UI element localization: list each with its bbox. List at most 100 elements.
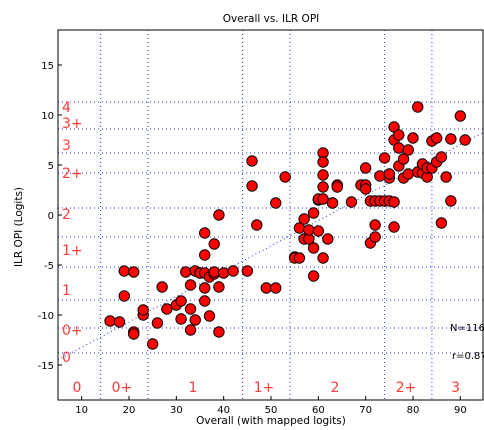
- data-point: [454, 110, 467, 122]
- x-level-label: 0+: [112, 380, 133, 396]
- data-point: [402, 168, 414, 180]
- data-point: [137, 304, 149, 316]
- data-point: [203, 310, 216, 322]
- data-point: [118, 265, 130, 277]
- data-point: [156, 281, 168, 293]
- y-tick-label: 15: [41, 61, 54, 72]
- data-point: [199, 227, 211, 239]
- x-tick-label: 50: [265, 405, 278, 416]
- data-point: [184, 303, 197, 315]
- data-point: [459, 134, 471, 146]
- data-point: [435, 217, 448, 229]
- x-tick-label: 10: [75, 405, 88, 416]
- y-tick-label: -5: [44, 261, 54, 272]
- x-level-label: 1+: [254, 380, 275, 396]
- data-point: [317, 193, 329, 205]
- data-point: [307, 207, 320, 219]
- data-point: [369, 231, 381, 243]
- data-point: [322, 233, 334, 245]
- x-tick-label: 80: [407, 405, 420, 416]
- data-point: [374, 170, 386, 182]
- data-point: [180, 266, 192, 278]
- y-level-label: 3: [62, 138, 71, 154]
- data-point: [270, 282, 282, 294]
- y-level-label: 1+: [62, 243, 83, 259]
- data-point: [307, 242, 320, 254]
- data-point: [199, 282, 211, 294]
- x-tick-label: 70: [359, 405, 372, 416]
- y-level-label: 2+: [62, 166, 83, 182]
- y-tick-label: 10: [41, 111, 54, 122]
- data-point: [208, 266, 220, 278]
- data-point: [435, 151, 448, 163]
- data-point: [383, 168, 396, 180]
- data-point: [388, 196, 400, 208]
- data-point: [175, 313, 187, 325]
- y-tick-label: 5: [48, 161, 54, 172]
- x-level-label: 2+: [396, 380, 417, 396]
- data-point: [189, 314, 201, 326]
- x-axis-label: Overall (with mapped logits): [196, 415, 346, 427]
- data-point: [184, 324, 197, 336]
- data-point: [317, 169, 329, 181]
- data-point: [113, 316, 126, 328]
- data-point: [402, 144, 414, 156]
- data-point: [128, 266, 140, 278]
- data-point: [104, 315, 116, 327]
- y-tick-label: -10: [38, 311, 54, 322]
- data-point: [199, 249, 211, 261]
- data-point: [378, 152, 391, 164]
- data-point: [298, 213, 310, 225]
- data-point: [151, 317, 164, 329]
- x-tick-label: 60: [312, 405, 325, 416]
- y-level-label: 0+: [62, 323, 83, 339]
- x-tick-label: 40: [217, 405, 230, 416]
- data-point: [445, 133, 457, 145]
- x-level-label: 2: [330, 380, 339, 396]
- data-point: [213, 326, 225, 338]
- data-point: [359, 162, 372, 174]
- data-point: [397, 153, 410, 165]
- trend-line: [57, 131, 484, 361]
- data-point: [430, 132, 443, 144]
- data-point: [440, 171, 452, 183]
- data-point: [326, 197, 339, 209]
- data-point: [118, 290, 130, 302]
- x-tick-label: 20: [123, 405, 136, 416]
- data-point: [393, 129, 405, 141]
- y-axis-label: ILR OPI (Logits): [13, 187, 25, 267]
- data-point: [331, 181, 343, 193]
- data-point: [345, 196, 358, 208]
- data-point: [246, 155, 258, 167]
- data-point: [312, 225, 325, 237]
- data-point: [175, 295, 187, 307]
- data-point: [393, 142, 405, 154]
- data-point: [227, 265, 239, 277]
- x-level-label: 3: [451, 380, 460, 396]
- data-point: [199, 295, 211, 307]
- data-point: [388, 221, 400, 233]
- trend-line-segment: [57, 131, 484, 361]
- data-point: [241, 265, 254, 277]
- data-point: [251, 219, 263, 231]
- y-level-label: 2: [62, 207, 71, 223]
- y-tick-label: -15: [38, 361, 54, 372]
- data-point: [359, 183, 372, 195]
- y-level-label: 1: [62, 283, 71, 299]
- data-point: [208, 238, 220, 250]
- data-point: [279, 171, 291, 183]
- data-point: [213, 209, 225, 221]
- data-point: [184, 279, 197, 291]
- data-point: [369, 219, 381, 231]
- x-level-label: 0: [72, 380, 81, 396]
- chart-title: Overall vs. ILR OPI: [223, 13, 320, 25]
- data-point: [246, 180, 258, 192]
- data-point: [161, 303, 173, 315]
- data-point: [317, 156, 329, 168]
- data-point: [317, 181, 329, 193]
- x-tick-label: 30: [170, 405, 183, 416]
- y-level-label: 0: [62, 350, 71, 366]
- x-level-label: 1: [188, 380, 197, 396]
- annotation-r: r=0.87: [452, 351, 484, 362]
